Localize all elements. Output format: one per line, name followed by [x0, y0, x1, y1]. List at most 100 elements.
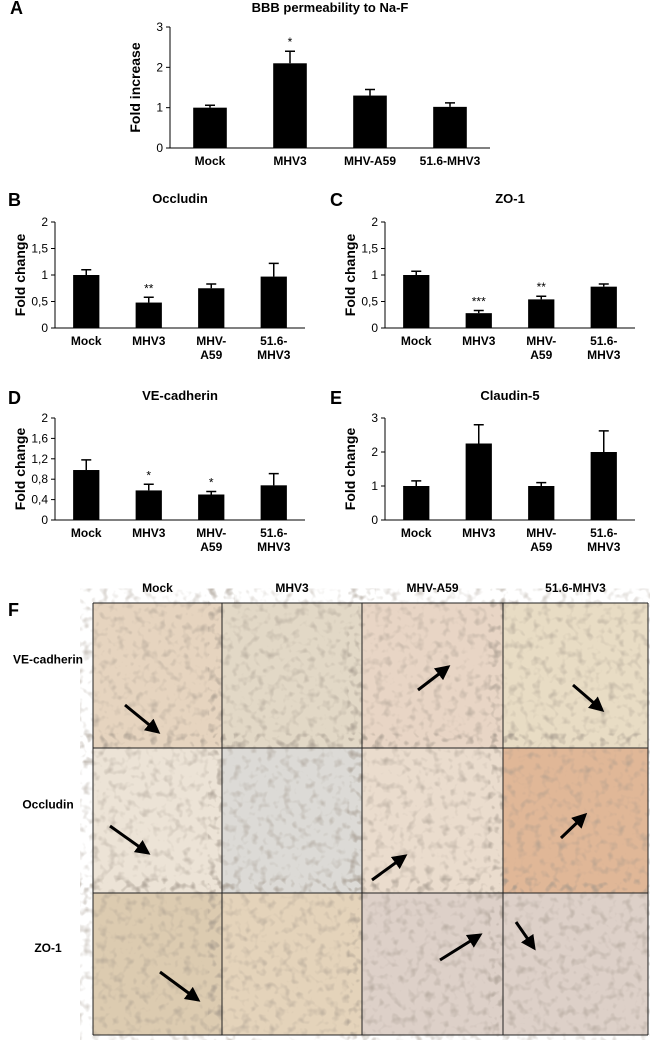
- x-tick-label: MHV3: [132, 334, 166, 348]
- y-tick-label: 3: [156, 20, 163, 34]
- y-axis-label: Fold change: [342, 428, 358, 511]
- error-bar: [81, 459, 92, 471]
- chart-title: VE-cadherin: [142, 388, 218, 403]
- panel-label: A: [10, 0, 23, 18]
- y-axis-label: Fold increase: [127, 42, 143, 132]
- bar: [590, 452, 617, 520]
- bar: [135, 490, 162, 520]
- significance: ***: [472, 295, 486, 309]
- y-tick-label: 0,4: [31, 493, 48, 507]
- x-tick-label: MHV-A59: [196, 526, 226, 554]
- error-bar: [206, 490, 217, 495]
- micrograph-texture: [222, 603, 362, 748]
- y-tick-label: 0: [371, 321, 378, 335]
- arrow: [559, 812, 588, 840]
- micrograph-texture: [362, 893, 503, 1035]
- y-tick-label: 0,5: [31, 295, 48, 309]
- bar: [528, 486, 555, 520]
- chart-title: ZO-1: [495, 191, 525, 206]
- bar: [198, 494, 225, 520]
- y-tick-label: 0: [41, 321, 48, 335]
- column-label: Mock: [142, 581, 173, 595]
- bar: [465, 443, 492, 520]
- error-bar: [411, 270, 422, 275]
- bar: [273, 63, 307, 148]
- significance: **: [144, 281, 154, 295]
- error-bar: [81, 268, 92, 275]
- y-tick-label: 1: [156, 101, 163, 115]
- error-bar: [536, 295, 547, 300]
- column-label: MHV3: [275, 581, 309, 595]
- y-tick-label: 0,5: [361, 295, 378, 309]
- micrograph-texture: [503, 748, 648, 893]
- error-bar: [445, 102, 455, 107]
- arrow: [439, 933, 483, 962]
- error-bar: [473, 424, 484, 444]
- micrograph-texture: [503, 603, 648, 748]
- error-bar: [285, 50, 295, 64]
- error-bar: [143, 296, 154, 303]
- y-tick-label: 0: [41, 513, 48, 527]
- y-tick-label: 0: [156, 141, 163, 155]
- bar: [353, 95, 387, 148]
- y-tick-label: 0,8: [31, 472, 48, 486]
- row-label: ZO-1: [34, 941, 62, 955]
- y-tick-label: 2: [156, 60, 163, 74]
- error-bar: [268, 262, 279, 277]
- x-tick-label: MHV-A59: [526, 334, 556, 362]
- bar: [433, 106, 467, 148]
- y-axis-label: Fold change: [342, 234, 358, 317]
- micrograph-texture: [222, 748, 362, 893]
- micrograph-texture: [362, 603, 503, 748]
- error-bar: [365, 88, 375, 96]
- y-tick-label: 1: [41, 268, 48, 282]
- micrograph-texture: [503, 893, 648, 1035]
- panel-label: E: [330, 388, 342, 408]
- bar: [528, 299, 555, 328]
- micrograph-texture: [222, 893, 362, 1035]
- y-tick-label: 2: [41, 411, 48, 425]
- bar: [465, 313, 492, 328]
- x-tick-label: 51.6-MHV3: [420, 154, 481, 168]
- x-tick-label: 51.6-MHV3: [587, 334, 621, 362]
- x-tick-label: Mock: [401, 334, 432, 348]
- y-tick-label: 1,5: [361, 242, 378, 256]
- column-label: 51.6-MHV3: [545, 581, 606, 595]
- chart-title: BBB permeability to Na-F: [252, 0, 409, 15]
- row-label: VE-cadherin: [13, 653, 83, 667]
- x-tick-label: MHV-A59: [526, 526, 556, 554]
- y-tick-label: 3: [371, 411, 378, 425]
- error-bar: [598, 283, 609, 287]
- bar: [260, 276, 287, 328]
- x-tick-label: MHV3: [462, 334, 496, 348]
- y-tick-label: 1: [371, 479, 378, 493]
- error-bar: [205, 104, 215, 108]
- bar: [73, 275, 100, 328]
- arrow: [514, 921, 536, 951]
- y-tick-label: 1,6: [31, 431, 48, 445]
- bar: [403, 486, 430, 520]
- y-tick-label: 1,2: [31, 452, 48, 466]
- error-bar: [411, 480, 422, 486]
- arrow: [371, 854, 408, 882]
- bar: [135, 302, 162, 328]
- bar: [198, 288, 225, 328]
- x-tick-label: MHV3: [462, 526, 496, 540]
- x-tick-label: 51.6-MHV3: [257, 526, 291, 554]
- y-tick-label: 2: [371, 445, 378, 459]
- bar: [193, 107, 227, 148]
- error-bar: [536, 481, 547, 486]
- chart-title: Claudin-5: [480, 388, 539, 403]
- micrograph-texture: [93, 893, 222, 1035]
- bar: [590, 286, 617, 328]
- micrograph-texture: [93, 748, 222, 893]
- column-label: MHV-A59: [406, 581, 458, 595]
- y-tick-label: 1,5: [31, 242, 48, 256]
- bar: [73, 470, 100, 520]
- error-bar: [268, 472, 279, 486]
- x-tick-label: 51.6-MHV3: [257, 334, 291, 362]
- y-axis-label: Fold change: [12, 428, 28, 511]
- x-tick-label: Mock: [71, 526, 102, 540]
- x-tick-label: MHV-A59: [344, 154, 396, 168]
